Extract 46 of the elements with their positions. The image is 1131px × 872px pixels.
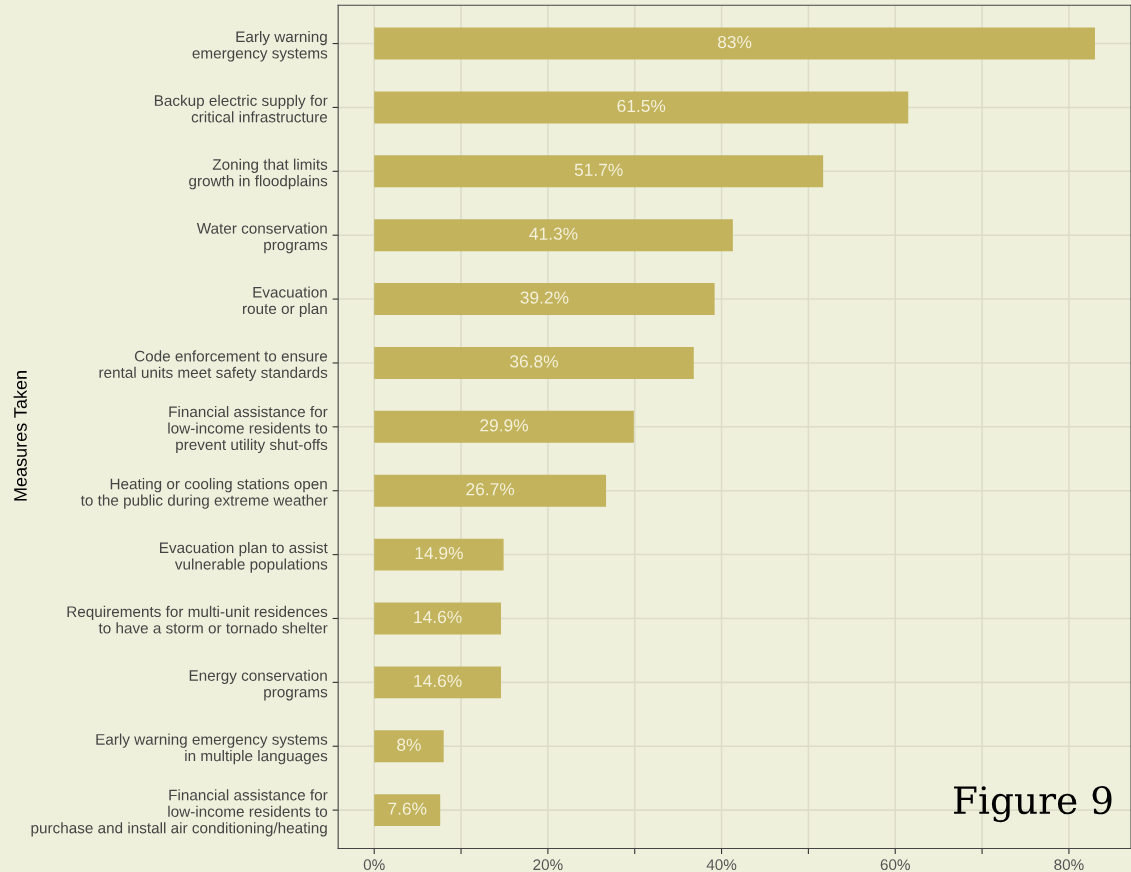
y-tick-label: Backup electric supply for critical infrastructure	[154, 94, 328, 123]
bar	[374, 219, 733, 252]
y-axis-title: Measures Taken	[13, 371, 27, 501]
bar	[374, 155, 824, 188]
bar	[374, 602, 501, 635]
bar	[374, 410, 634, 443]
data-label: 14.6%	[414, 610, 462, 624]
data-label: 14.9%	[415, 546, 463, 560]
x-tick-label: 40%	[706, 859, 737, 871]
y-tick-label: Water conservation programs	[196, 222, 328, 254]
y-tick-label: Energy conservation programs	[189, 669, 328, 701]
bar	[374, 666, 501, 699]
bar	[374, 27, 1095, 60]
y-tick-label: Early warning emergency systems	[192, 30, 328, 62]
data-label: 36.8%	[510, 355, 558, 368]
y-tick-label: Early warning emergency systems in multiple languages	[96, 733, 328, 765]
y-tick-label: Financial assistance for low-income residents to prevent utility shut-offs	[168, 405, 328, 454]
data-label: 7.6%	[388, 802, 427, 815]
y-tick-label: Heating or cooling stations open to the public during extreme weather	[80, 478, 328, 509]
y-tick-label: Financial assistance for low-income residents to purchase and install air conditioning/heating	[31, 789, 328, 837]
y-tick-label: Requirements for multi-unit residences to have a storm or tornado shelter	[67, 605, 328, 634]
bar	[374, 794, 441, 827]
data-label: 41.3%	[529, 227, 578, 240]
data-label: 61.5%	[617, 99, 666, 113]
bar	[374, 283, 715, 316]
x-tick-label: 60%	[880, 859, 910, 871]
x-tick-label: 0%	[363, 859, 385, 871]
annotation: Figure 9	[954, 785, 1112, 823]
y-tick-label: Code enforcement to ensure rental units meet safety standards	[99, 350, 328, 381]
bar	[374, 538, 504, 571]
data-label: 14.6%	[414, 674, 462, 688]
data-label: 8%	[397, 738, 421, 751]
y-tick-label: Evacuation route or plan	[242, 286, 327, 318]
bar	[374, 346, 694, 379]
data-label: 26.7%	[466, 483, 515, 496]
data-label: 51.7%	[574, 163, 623, 176]
y-tick-label: Evacuation plan to assist vulnerable populations	[160, 541, 328, 573]
x-tick-label: 80%	[1054, 859, 1084, 871]
data-label: 29.9%	[480, 419, 529, 432]
x-tick-label: 20%	[533, 859, 563, 871]
bar	[374, 730, 444, 763]
y-tick-label: Zoning that limits growth in floodplains	[189, 158, 328, 190]
data-label: 39.2%	[520, 291, 569, 304]
data-label: 83%	[717, 35, 752, 49]
bar	[374, 91, 909, 124]
bar	[374, 474, 607, 507]
